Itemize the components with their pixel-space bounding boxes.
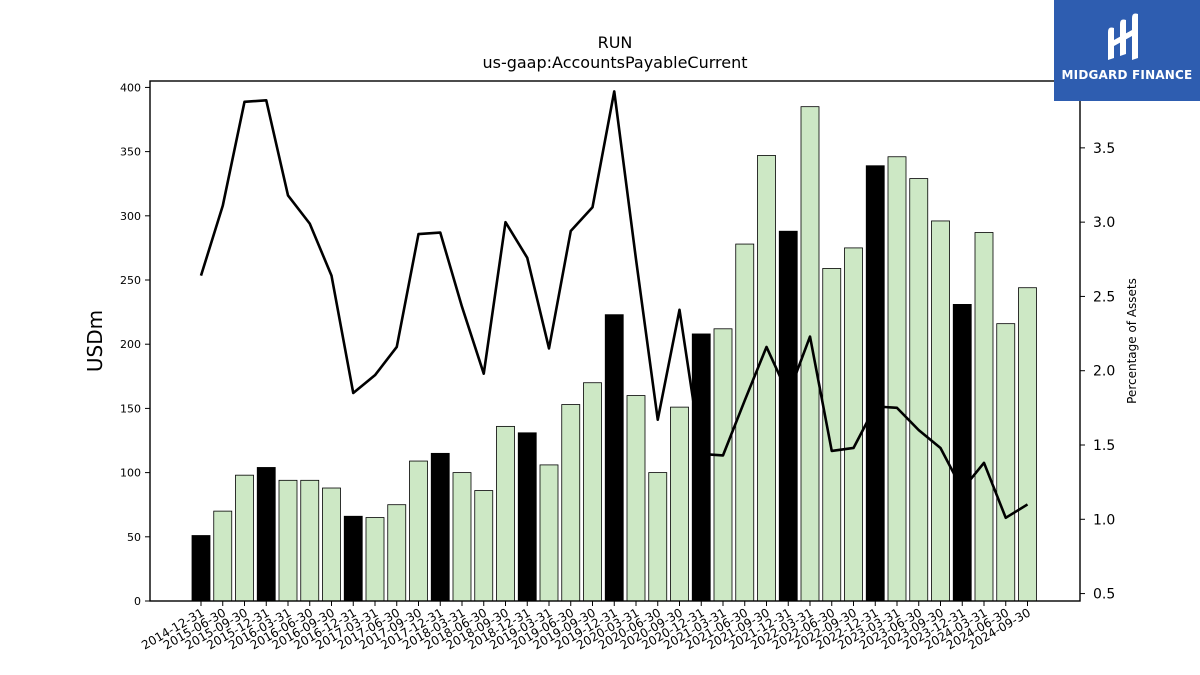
bar <box>887 156 907 602</box>
bar <box>365 517 385 602</box>
chart-subtitle: us-gaap:AccountsPayableCurrent <box>482 53 747 72</box>
brand-logo: MIDGARD FINANCE <box>1054 0 1200 101</box>
bar <box>343 515 363 602</box>
y-tick-label: 400 <box>120 81 141 94</box>
y2-tick-label: 3.0 <box>1093 215 1115 231</box>
y2-tick-label: 2.5 <box>1093 289 1115 305</box>
bar <box>778 230 798 602</box>
bar <box>844 247 863 602</box>
bar <box>952 304 972 602</box>
bar <box>300 479 320 602</box>
plot-area: 0 50 100 150 200 250 300 350 400 0.5 1.0 1.5 2.0 2.5 3… <box>120 80 1115 652</box>
y-tick-label: 200 <box>120 338 141 351</box>
bar <box>561 404 581 602</box>
y2-tick-label: 2.0 <box>1093 364 1115 380</box>
bar <box>278 479 298 602</box>
bar <box>387 504 407 602</box>
y-tick-label: 350 <box>120 146 141 159</box>
bar <box>931 220 950 602</box>
y-axis-label-left: USDm <box>83 310 107 372</box>
bar <box>191 535 211 602</box>
bar <box>822 268 842 602</box>
plot-frame <box>149 80 1081 602</box>
bar <box>909 178 929 602</box>
bar <box>996 323 1016 602</box>
bar <box>322 487 341 602</box>
y-tick-label: 300 <box>120 210 141 223</box>
bar <box>626 395 646 602</box>
y-tick-label: 150 <box>120 402 141 415</box>
bar <box>604 314 624 602</box>
bar <box>583 382 602 602</box>
y-tick-label: 50 <box>127 531 141 544</box>
bar <box>735 243 755 602</box>
y2-tick-label: 1.5 <box>1093 438 1115 454</box>
y-tick-label: 250 <box>120 274 141 287</box>
y-tick-label: 100 <box>120 467 141 480</box>
bar <box>974 232 994 602</box>
y2-tick-label: 0.5 <box>1093 587 1115 603</box>
y-axis-label-right: Percentage of Assets <box>1125 278 1139 404</box>
bar <box>235 474 254 602</box>
logo-text: MIDGARD FINANCE <box>1061 68 1193 82</box>
bar <box>496 425 515 602</box>
bar <box>757 155 776 602</box>
bar <box>256 467 276 602</box>
series-line <box>199 90 1029 520</box>
y-tick-label: 0 <box>134 595 141 608</box>
chart-title: RUN <box>598 33 633 52</box>
bar <box>213 510 233 602</box>
bar <box>539 464 559 602</box>
bar <box>648 472 668 602</box>
bar <box>1018 287 1037 602</box>
bar <box>865 165 885 602</box>
bar <box>452 472 472 602</box>
bar <box>670 406 689 602</box>
y2-tick-label: 1.0 <box>1093 512 1115 528</box>
bar <box>713 328 733 602</box>
bar <box>430 452 450 602</box>
logo-mark-icon <box>1108 13 1138 60</box>
bar <box>691 333 711 602</box>
y2-tick-label: 3.5 <box>1093 141 1115 157</box>
bar <box>474 490 494 602</box>
bar <box>409 460 428 602</box>
bar <box>517 432 537 602</box>
